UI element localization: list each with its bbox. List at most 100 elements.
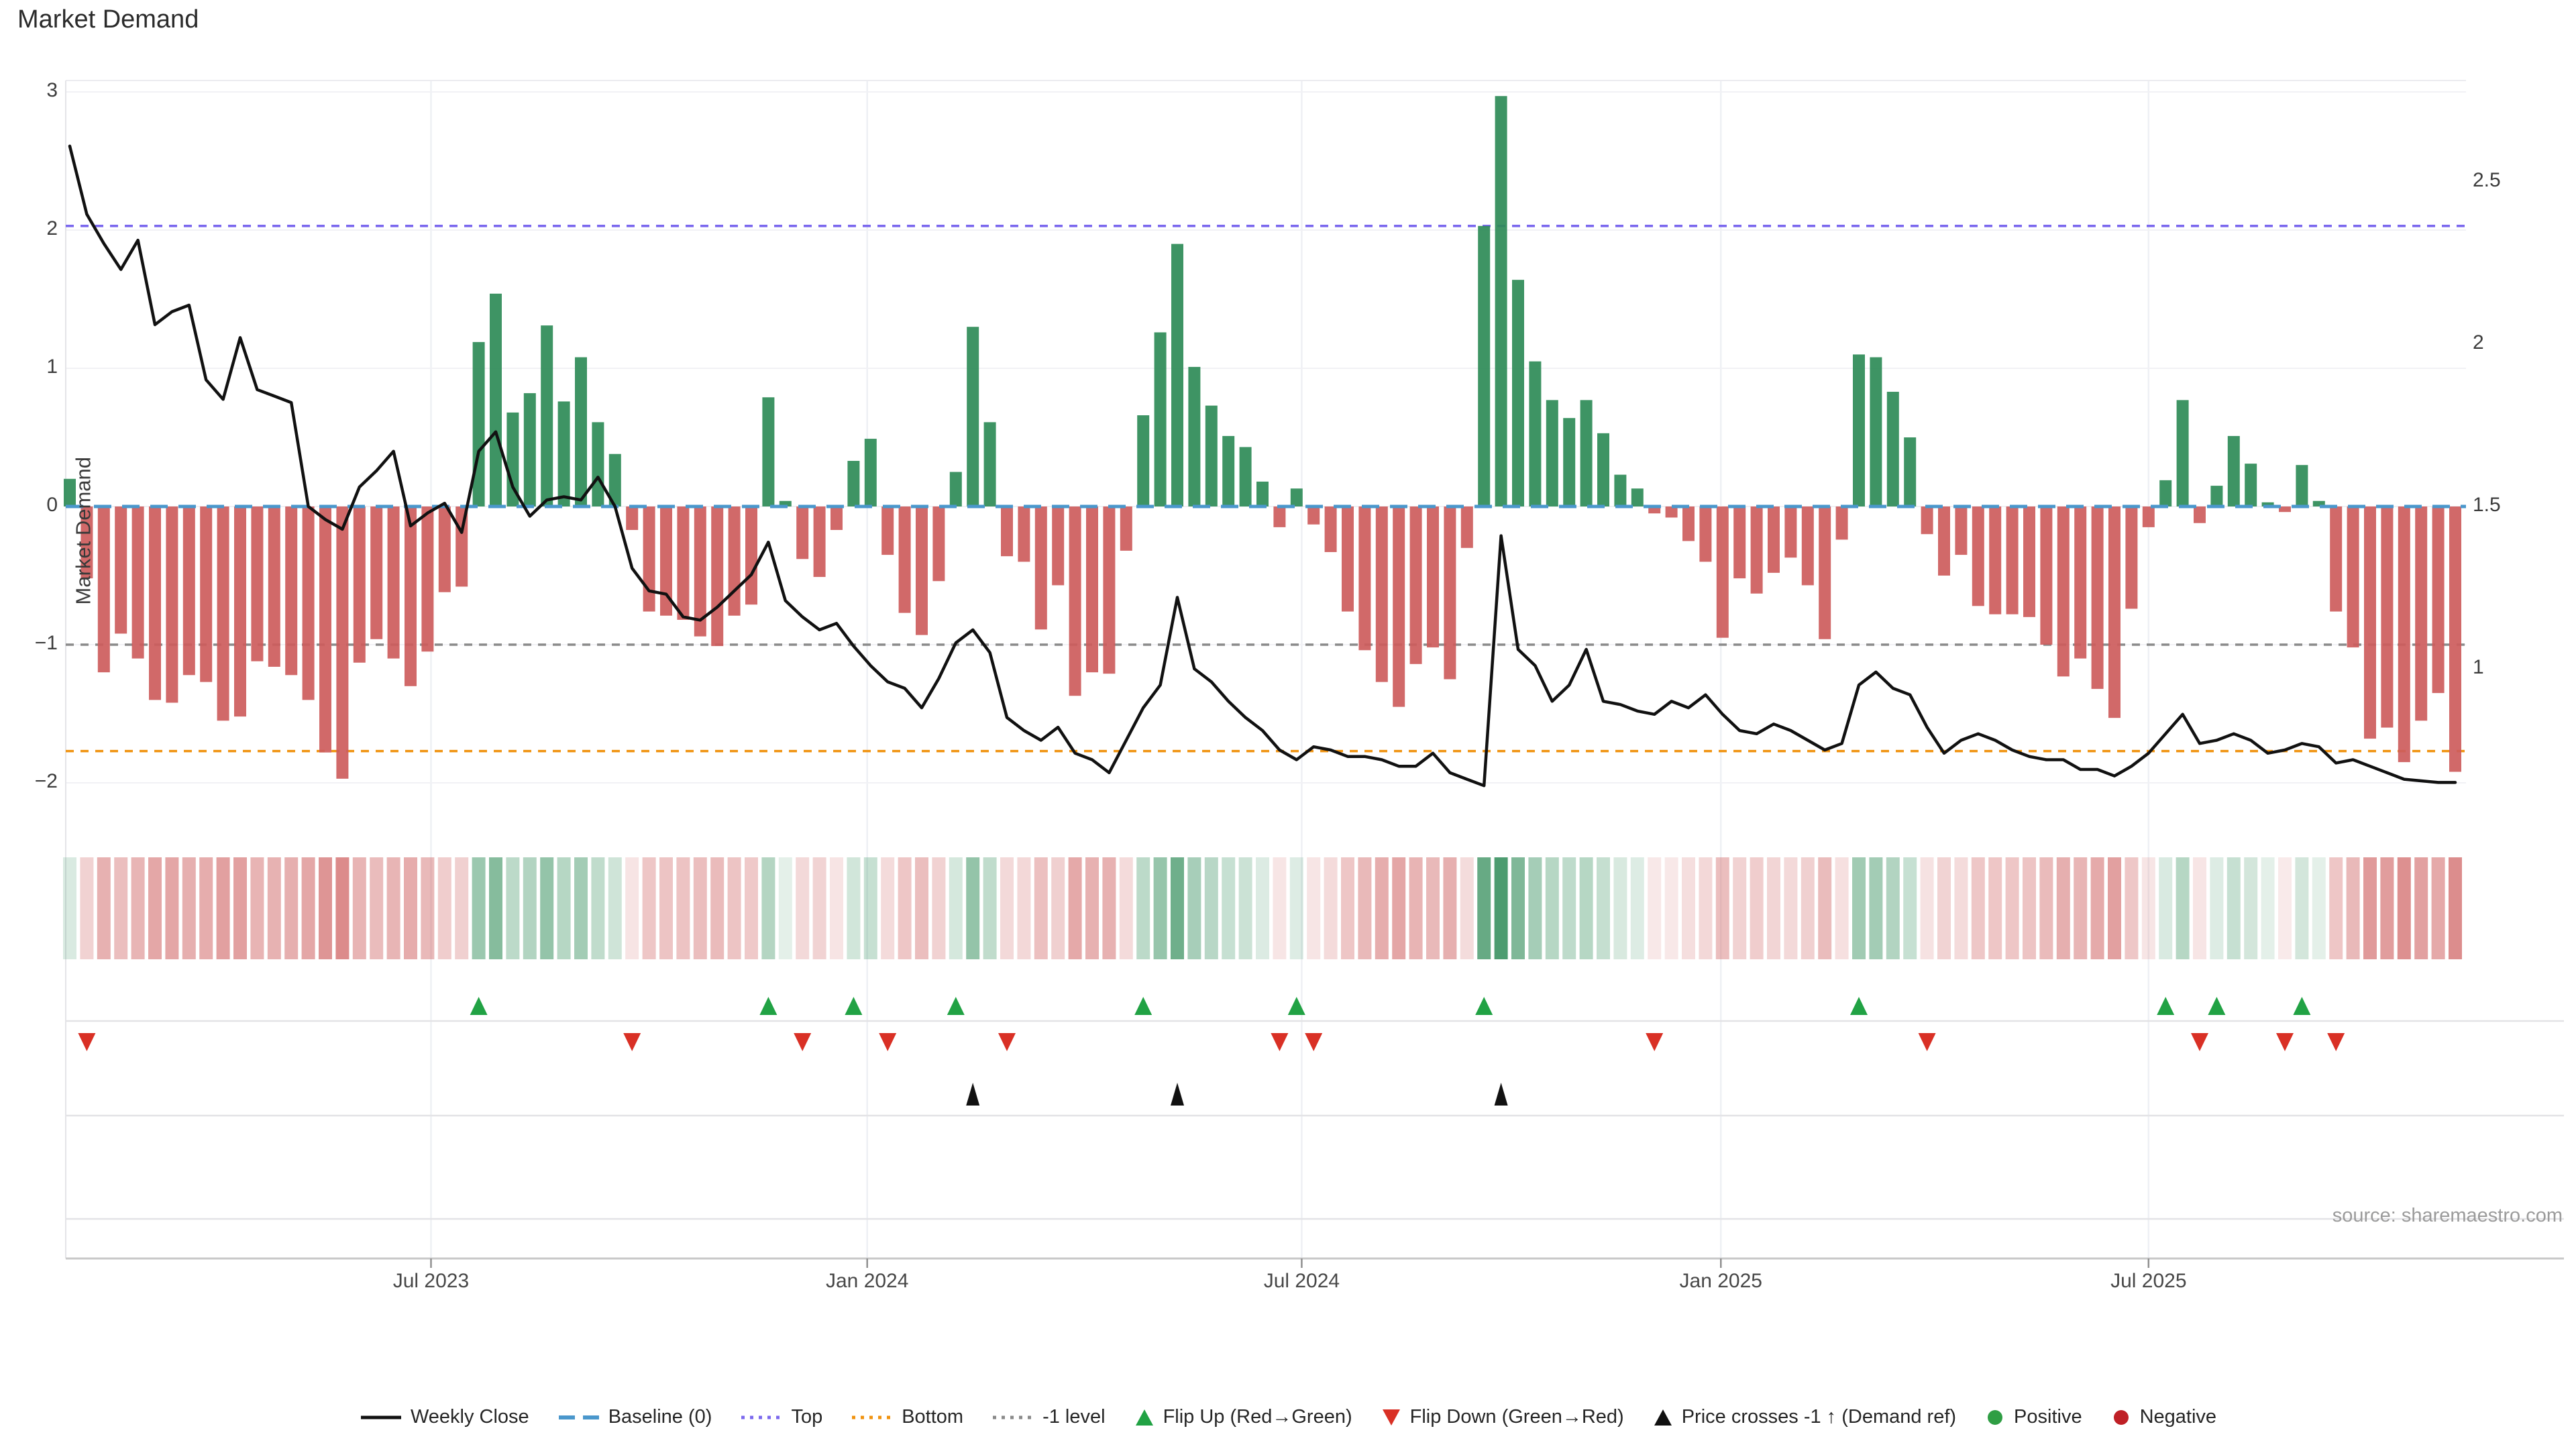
demand-bar [916,506,928,635]
demand-bar [268,506,280,667]
heat-cell [625,857,639,959]
heat-cell [1051,857,1065,959]
x-tick-label: Jan 2024 [825,1270,909,1292]
heat-cell [1715,857,1729,959]
month-gridlines [430,80,2150,1258]
demand-bar [472,341,485,506]
legend-item-label: Flip Up (Red→Green) [1163,1406,1352,1428]
demand-bar [592,422,604,506]
demand-bar [370,506,383,639]
demand-bar [2091,506,2104,689]
demand-bar [2432,506,2445,694]
demand-bar [523,393,536,506]
demand-bar [1069,506,1081,696]
demand-bar [1904,437,1917,506]
flip-down-marker [794,1033,812,1051]
heat-cell [1971,857,1985,959]
heat-cell [80,857,94,959]
heat-cell [642,857,656,959]
demand-bar [336,506,349,779]
heat-cell [2090,857,2104,959]
heat-cell [1801,857,1815,959]
heat-cell [455,857,469,959]
flip-down-marker [1646,1033,1664,1051]
demand-bar [302,506,315,700]
heat-cell [2431,857,2445,959]
demand-bar [2194,506,2206,523]
heat-cell [250,857,264,959]
demand-bar [932,506,945,582]
flip-up-marker [2293,997,2311,1015]
demand-bar [2364,506,2376,739]
heat-cell [370,857,384,959]
demand-bar [1597,433,1609,506]
legend-swatch-tri-up-icon [1135,1409,1153,1426]
right-tick-label: 1 [2473,656,2484,678]
demand-bar [1137,415,1150,506]
heat-cell [1733,857,1747,959]
legend-item-label: Weekly Close [410,1406,529,1428]
heat-cell [2363,857,2377,959]
demand-bar [1171,244,1183,506]
legend-item: Negative [2110,1406,2216,1428]
heat-cell [1630,857,1644,959]
heat-cell [1171,857,1184,959]
demand-bar [541,325,553,506]
demand-bar [1086,506,1098,673]
heat-cell [1222,857,1236,959]
legend-item-label: Top [791,1406,823,1428]
heat-cell [1750,857,1764,959]
demand-bar [1853,354,1865,506]
heat-cell [1664,857,1678,959]
heat-cell [1392,857,1406,959]
demand-bar [2449,506,2461,772]
demand-bar [405,506,417,686]
legend-swatch-dots-icon [852,1415,893,1419]
demand-bar [149,506,161,700]
heat-cell [2005,857,2019,959]
heat-cell [591,857,605,959]
heat-cell [284,857,299,959]
heat-cell [1511,857,1525,959]
heat-cell [2056,857,2070,959]
legend-item: Price crosses -1 ↑ (Demand ref) [1652,1406,1956,1428]
left-tick-label: 3 [46,79,58,101]
heat-cell [1903,857,1917,959]
demand-bar [864,439,877,506]
flip-down-marker [2191,1033,2208,1051]
demand-bar [898,506,911,613]
heat-cell [608,857,622,959]
demand-bar [1018,506,1030,562]
heat-cell [1256,857,1269,959]
demand-bar [421,506,434,652]
demand-bar [677,506,690,620]
heat-cell [1273,857,1287,959]
demand-bar [1870,357,1882,506]
heat-cell [932,857,946,959]
page-title: Market Demand [17,5,199,34]
heat-cell [1341,857,1354,959]
heat-cell [1034,857,1048,959]
demand-bar [438,506,451,592]
heat-strip [63,857,2462,959]
demand-bar [762,397,775,506]
legend-item-label: Flip Down (Green→Red) [1409,1406,1624,1428]
demand-bar [1938,506,1950,576]
flip-up-marker [1134,997,1152,1015]
demand-bar [728,506,741,616]
demand-bar [1801,506,1814,586]
flip-up-marker [2157,997,2175,1015]
legend-item: Weekly Close [360,1406,529,1428]
heat-cell [1597,857,1610,959]
heat-cell [1136,857,1150,959]
demand-bar [490,293,502,506]
heat-cell [2380,857,2394,959]
legend-swatch-circle-icon [2113,1409,2129,1425]
heat-cell [421,857,435,959]
demand-bar [1921,506,1933,535]
demand-bar [80,506,93,579]
demand-bar [1444,506,1456,680]
demand-bar [353,506,366,663]
heat-cell [2125,857,2139,959]
heat-cell [233,857,247,959]
